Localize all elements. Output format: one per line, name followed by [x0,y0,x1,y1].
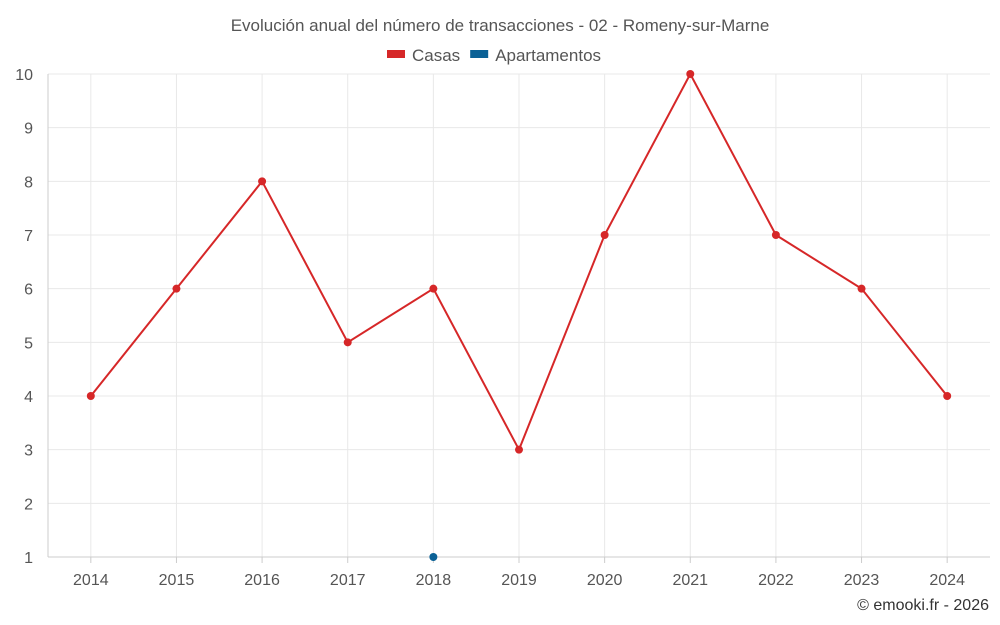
data-point-casas[interactable] [943,392,952,400]
data-point-casas[interactable] [686,70,695,78]
data-point-casas[interactable] [86,392,95,400]
legend: Casas Apartamentos [387,46,601,65]
y-tick-label: 4 [24,389,33,406]
data-point-casas[interactable] [515,445,523,454]
y-tick-label: 10 [15,67,33,84]
x-tick-label: 2014 [73,572,109,589]
x-tick-label: 2024 [929,572,965,589]
x-tick-label: 2017 [330,572,366,589]
data-point-apartamentos[interactable] [429,553,438,561]
y-tick-label: 6 [24,282,33,299]
data-point-casas[interactable] [172,284,181,293]
grid [48,73,990,557]
data-point-casas[interactable] [600,231,609,239]
data-point-casas[interactable] [429,284,438,293]
y-tick-label: 7 [24,228,33,245]
data-point-casas[interactable] [343,338,352,347]
x-tick-label: 2019 [501,572,537,589]
x-tick-label: 2015 [159,572,195,589]
y-tick-label: 1 [24,550,33,567]
axes: 1 2 3 4 5 6 7 8 9 10 2014 2015 2016 2017 2018 2019 2020 2… [15,67,990,589]
y-tick-label: 2 [24,496,33,513]
x-tick-label: 2018 [416,572,452,589]
x-tick-label: 2021 [672,572,708,589]
y-tick-label: 8 [24,174,33,191]
legend-swatch-apartamentos[interactable] [470,50,489,58]
x-tick-label: 2022 [758,572,794,589]
series-casas [86,70,952,454]
x-tick-label: 2016 [244,572,280,589]
data-point-casas[interactable] [258,177,267,186]
credit-text: © emooki.fr - 2026 [857,597,989,614]
series-apartamentos [429,553,438,561]
y-tick-label: 9 [24,121,33,138]
y-tick-label: 5 [24,335,33,352]
data-point-casas[interactable] [771,231,780,239]
data-point-casas[interactable] [857,284,866,293]
chart-title: Evolución anual del número de transaccio… [231,16,770,35]
x-tick-label: 2020 [587,572,623,589]
legend-label-casas[interactable]: Casas [412,46,460,65]
legend-label-apartamentos[interactable]: Apartamentos [495,46,601,65]
x-tick-label: 2023 [844,572,880,589]
series-layer [86,70,952,561]
legend-swatch-casas[interactable] [387,50,405,58]
y-tick-label: 3 [24,443,33,460]
